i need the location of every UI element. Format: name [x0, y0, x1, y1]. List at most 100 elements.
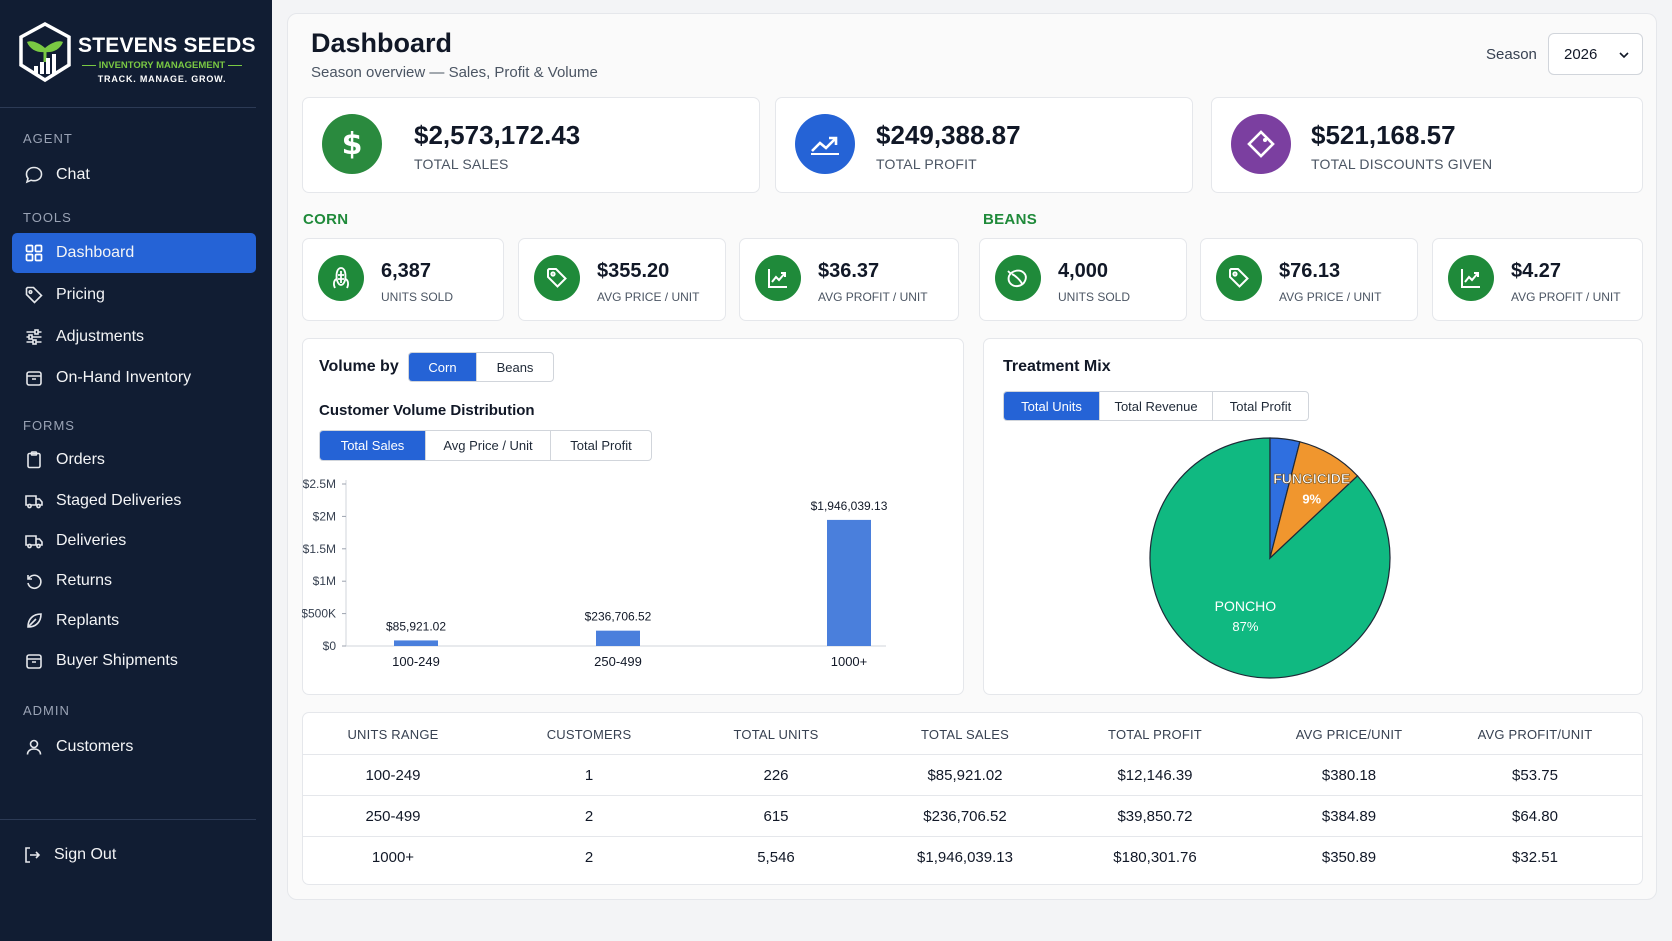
brand-subtitle: INVENTORY MANAGEMENT [78, 60, 246, 71]
season-label: Season [1486, 46, 1537, 63]
sidebar-item-on-hand-inventory[interactable]: On-Hand Inventory [12, 358, 256, 398]
metric-value: $36.37 [818, 260, 880, 282]
tab-total-profit[interactable]: Total Profit [570, 438, 632, 453]
bar-250-499[interactable] [596, 630, 640, 646]
sidebar-item-orders[interactable]: Orders [12, 440, 256, 480]
volume-by-label: Volume by [319, 358, 399, 375]
sign-out-button[interactable]: Sign Out [10, 835, 254, 875]
bar-1000+[interactable] [827, 519, 871, 646]
brand-logo[interactable]: STEVENS SEEDS INVENTORY MANAGEMENT TRACK… [18, 22, 258, 86]
pie-slice-percent: 9% [1302, 491, 1321, 506]
section-title-agent: AGENT [23, 131, 73, 146]
sidebar-item-label: Chat [56, 166, 90, 183]
metric-value: $76.13 [1279, 260, 1341, 282]
summary-value: $521,168.57 [1311, 120, 1456, 150]
corn-icon [318, 255, 364, 301]
tab-total-sales[interactable]: Total Sales [320, 431, 426, 460]
chart-up-icon [755, 255, 801, 301]
sign-out-icon [25, 847, 41, 863]
sidebar-item-replants[interactable]: Replants [12, 601, 256, 641]
tab-avg-price-unit[interactable]: Avg Price / Unit [426, 431, 551, 460]
pie-slice-label: FUNGICIDE [1273, 470, 1350, 486]
table-cell: 615 [763, 807, 789, 825]
page-subtitle: Season overview — Sales, Profit & Volume [311, 64, 598, 81]
tab-corn[interactable]: Corn [409, 353, 477, 381]
section-title-admin: ADMIN [23, 703, 70, 718]
table-row[interactable]: 1000+ 2 5,546 $1,946,039.13 $180,301.76 $350.… [302, 836, 1643, 877]
sidebar-item-customers[interactable]: Customers [12, 727, 256, 767]
crop-toggle: Corn Beans [408, 352, 554, 382]
table-header-cell: TOTAL UNITS [733, 727, 819, 742]
summary-card-total-sales: $ $2,573,172.43 TOTAL SALES [302, 97, 760, 193]
metric-card-beans-units: 4,000 UNITS SOLD [979, 238, 1187, 321]
bar-100-249[interactable] [394, 640, 438, 646]
table-cell: $350.89 [1321, 848, 1377, 866]
truck-icon [25, 535, 43, 549]
summary-value: $249,388.87 [876, 120, 1021, 150]
table-cell: 1000+ [371, 848, 415, 866]
sidebar-item-staged-deliveries[interactable]: Staged Deliveries [12, 481, 256, 521]
leaf-icon [27, 613, 42, 628]
tab-total-revenue[interactable]: Total Revenue [1100, 392, 1213, 420]
metric-toggle: Total Sales Avg Price / Unit Total Profi… [319, 430, 652, 461]
summary-label: TOTAL DISCOUNTS GIVEN [1311, 156, 1493, 172]
table-header-cell: UNITS RANGE [347, 727, 439, 742]
pie-slice-fungicide[interactable] [1268, 441, 1359, 560]
chart-up-icon [1448, 255, 1494, 301]
truck-icon [25, 495, 43, 509]
dollar-icon: $ [322, 114, 382, 174]
summary-card-total-profit: $249,388.87 TOTAL PROFIT [775, 97, 1193, 193]
table-header-cell: TOTAL SALES [921, 727, 1009, 742]
table-cell: $12,146.39 [1117, 766, 1193, 784]
sidebar-item-deliveries[interactable]: Deliveries [12, 521, 256, 561]
season-value: 2026 [1564, 45, 1598, 63]
svg-text:$: $ [342, 127, 363, 161]
brand-name: STEVENS SEEDS [78, 34, 256, 57]
metric-label: AVG PROFIT / UNIT [818, 290, 928, 304]
sign-out-label: Sign Out [54, 846, 117, 863]
season-select[interactable]: 2026 [1548, 33, 1643, 75]
page-title: Dashboard [311, 28, 453, 58]
metric-card-beans-avg-profit: $4.27 AVG PROFIT / UNIT [1432, 238, 1643, 321]
sidebar-item-label: Dashboard [56, 244, 135, 261]
group-label-corn: CORN [303, 211, 349, 228]
summary-label: TOTAL PROFIT [876, 156, 977, 172]
section-title-tools: TOOLS [23, 210, 72, 225]
sidebar-item-pricing[interactable]: Pricing [12, 275, 256, 315]
shield-logo-icon [19, 22, 71, 83]
y-tick-label: $2M [313, 509, 336, 523]
tab-total-units[interactable]: Total Units [1004, 392, 1100, 420]
table-cell: $236,706.52 [923, 807, 1007, 825]
table-cell: $32.51 [1512, 848, 1558, 866]
chat-icon [25, 166, 43, 184]
table-cell: 1 [584, 766, 594, 784]
sidebar-item-label: Replants [56, 612, 120, 629]
pie-slice-percent: 87% [1232, 619, 1258, 634]
table-cell: 5,546 [757, 848, 795, 866]
pie-slice-poncho[interactable] [1149, 437, 1391, 679]
table-cell: $380.18 [1321, 766, 1377, 784]
table-row[interactable]: 250-499 2 615 $236,706.52 $39,850.72 $384.89 $… [302, 795, 1643, 836]
metric-value: 4,000 [1058, 260, 1109, 282]
tab-total-profit[interactable]: Total Profit [1229, 398, 1292, 414]
y-tick-label: $2.5M [303, 477, 336, 491]
table-row[interactable]: 100-249 1 226 $85,921.02 $12,146.39 $380.18 $5… [302, 754, 1643, 795]
table-cell: $1,946,039.13 [917, 848, 1013, 866]
table-cell: 2 [584, 848, 594, 866]
table-cell: 226 [763, 766, 789, 784]
table-header-cell: AVG PRICE/UNIT [1295, 727, 1403, 742]
tab-beans[interactable]: Beans [496, 359, 534, 375]
sidebar-item-dashboard[interactable]: Dashboard [12, 233, 256, 273]
tag-icon [534, 255, 580, 301]
sidebar-item-adjustments[interactable]: Adjustments [12, 317, 256, 357]
sidebar-item-returns[interactable]: Returns [12, 561, 256, 601]
brand-tagline: TRACK. MANAGE. GROW. [97, 74, 227, 84]
sidebar-item-buyer-shipments[interactable]: Buyer Shipments [12, 641, 256, 681]
sidebar-item-label: Returns [56, 572, 113, 589]
metric-value: 6,387 [381, 260, 432, 282]
pie-chart: PONCHO 87% FUNGICIDE 9% [1149, 437, 1391, 679]
sliders-icon [26, 329, 42, 345]
table-header-cell: TOTAL PROFIT [1108, 727, 1202, 742]
table-cell: 2 [584, 807, 594, 825]
sidebar-item-chat[interactable]: Chat [12, 155, 256, 195]
